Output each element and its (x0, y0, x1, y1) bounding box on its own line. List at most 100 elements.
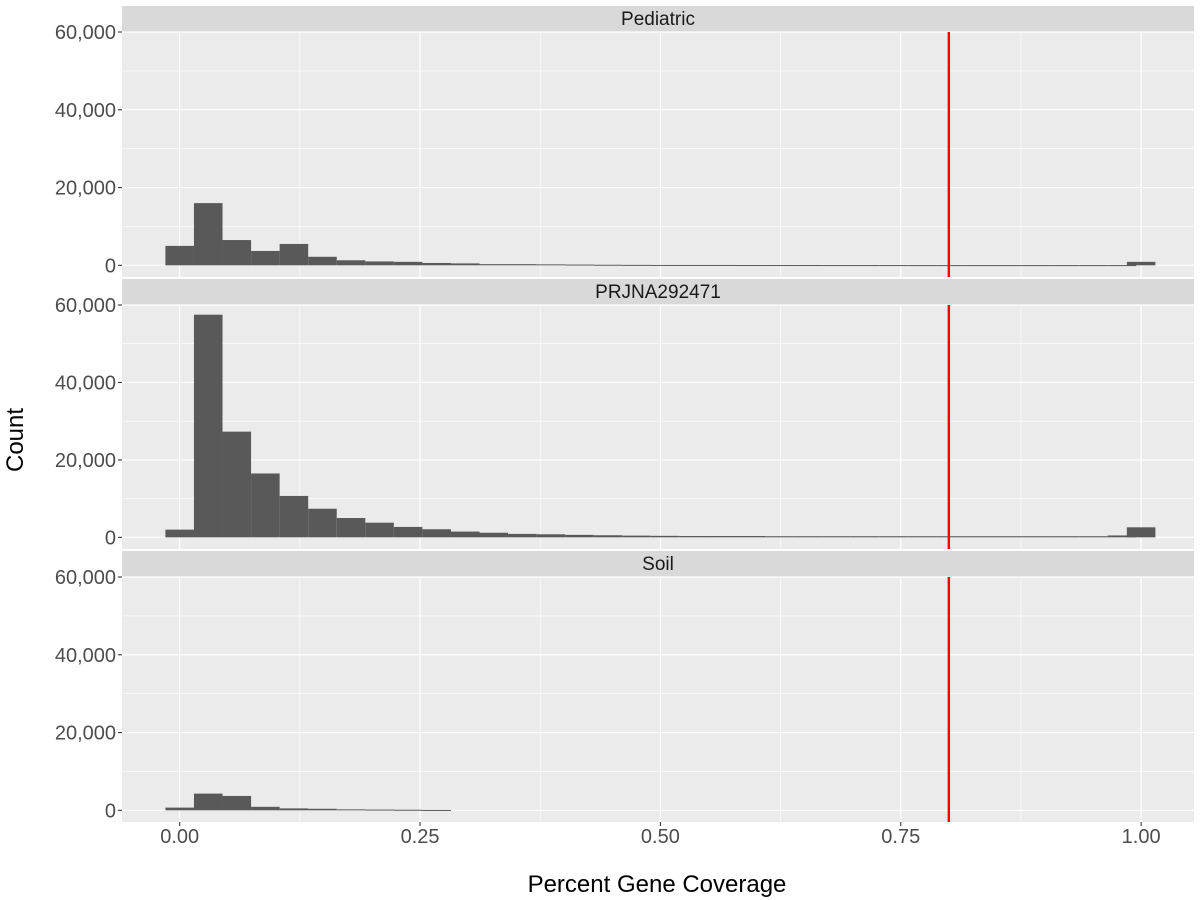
histogram-bar (907, 536, 937, 538)
histogram-bar (165, 529, 194, 538)
panel-background (122, 577, 1194, 822)
histogram-bar (593, 535, 623, 538)
histogram-bar (422, 529, 451, 538)
histogram-bar (565, 264, 594, 266)
x-tick-label: 0.75 (881, 826, 920, 848)
histogram-bar (336, 809, 366, 811)
y-tick-label: 20,000 (55, 723, 116, 745)
histogram-bar (479, 264, 509, 266)
histogram-bar (1079, 265, 1108, 267)
histogram-bar (479, 532, 509, 538)
panel-background (122, 32, 1194, 277)
histogram-bar (679, 264, 708, 266)
histogram-bar (765, 265, 794, 267)
histogram-bar (308, 808, 337, 811)
histogram-bar (279, 495, 309, 538)
histogram-bar (393, 261, 423, 266)
y-tick-label: 60,000 (55, 22, 116, 44)
histogram-bar (450, 531, 480, 538)
y-tick-label: 0 (105, 800, 116, 822)
facet-strip-label: Pediatric (621, 9, 695, 30)
histogram-bar (251, 250, 280, 266)
histogram-bar (850, 265, 880, 267)
histogram-bar (622, 535, 651, 538)
histogram-bar (936, 265, 965, 267)
y-tick-label: 60,000 (55, 567, 116, 589)
facet-strip (122, 279, 1194, 305)
histogram-bar (765, 536, 794, 538)
facet-panel-2: Soil 0 20,000 40,000 60,000 (55, 551, 1194, 822)
histogram-bar (679, 536, 708, 538)
histogram-bar (793, 536, 823, 538)
histogram-bar (193, 314, 223, 538)
histogram-bar (964, 536, 994, 538)
histogram-bar (422, 809, 451, 811)
facet-strip-label: Soil (642, 554, 674, 575)
x-tick-label: 1.00 (1122, 826, 1161, 848)
x-tick-label: 0.00 (160, 826, 199, 848)
y-tick-label: 20,000 (55, 450, 116, 472)
y-tick-label: 40,000 (55, 372, 116, 394)
histogram-bar (622, 264, 651, 266)
histogram-bar (964, 265, 994, 267)
histogram-bar (1022, 265, 1051, 267)
histogram-bar (1050, 536, 1080, 538)
histogram-bar (650, 535, 680, 538)
x-axis-title: Percent Gene Coverage (528, 871, 787, 898)
histogram-bar (193, 793, 223, 811)
histogram-bar (593, 264, 623, 266)
histogram-bar (536, 264, 566, 266)
histogram-bar (365, 809, 394, 811)
histogram-bar (565, 534, 594, 538)
histogram-bar (165, 807, 194, 811)
histogram-bar (279, 243, 309, 266)
x-axis: 0.00 0.25 0.50 0.75 1.00 (160, 822, 1161, 848)
histogram-bar (1022, 536, 1051, 538)
facet-strip (122, 551, 1194, 577)
histogram-bar (1079, 536, 1108, 538)
facet-strip-label: PRJNA292471 (595, 282, 721, 303)
histogram-bar (222, 240, 252, 266)
histogram-bar (936, 536, 965, 538)
facet-panel-0: Pediatric 0 20,000 40,000 60,000 (55, 6, 1194, 277)
histogram-bar (1126, 261, 1156, 266)
panels-layer: Pediatric 0 20,000 40,000 60,000 PRJNA292471 0… (55, 6, 1194, 822)
histogram-bar (736, 265, 766, 267)
histogram-bar (1107, 535, 1137, 538)
histogram-bar (822, 265, 851, 267)
histogram-bar (1107, 265, 1137, 267)
histogram-bar (222, 795, 252, 811)
histogram-bar (308, 256, 337, 266)
histogram-bar (793, 265, 823, 267)
facet-panel-1: PRJNA292471 0 20,000 40,000 60,000 (55, 279, 1194, 549)
histogram-bar (365, 522, 394, 538)
y-tick-label: 0 (105, 255, 116, 277)
histogram-bar (1126, 527, 1156, 538)
histogram-bar (736, 536, 766, 538)
histogram-bar (707, 264, 737, 266)
y-axis-title: Count (2, 408, 29, 472)
histogram-bar (850, 536, 880, 538)
y-tick-label: 60,000 (55, 295, 116, 317)
histogram-bar (308, 508, 337, 538)
histogram-bar (707, 536, 737, 538)
y-tick-label: 0 (105, 527, 116, 549)
histogram-bar (365, 261, 394, 266)
histogram-bar (422, 263, 451, 266)
histogram-bar (650, 264, 680, 266)
histogram-bar (536, 534, 566, 538)
histogram-bar (251, 473, 280, 538)
y-tick-label: 40,000 (55, 645, 116, 667)
histogram-bar (336, 518, 366, 538)
x-tick-label: 0.50 (641, 826, 680, 848)
histogram-bar (393, 526, 423, 538)
histogram-bar (1050, 265, 1080, 267)
histogram-bar (336, 260, 366, 266)
x-tick-label: 0.25 (401, 826, 440, 848)
histogram-bar (222, 431, 252, 538)
histogram-bar (879, 265, 908, 267)
y-tick-label: 20,000 (55, 178, 116, 200)
histogram-bar (993, 536, 1023, 538)
histogram-bar (508, 533, 537, 538)
histogram-bar (251, 806, 280, 811)
